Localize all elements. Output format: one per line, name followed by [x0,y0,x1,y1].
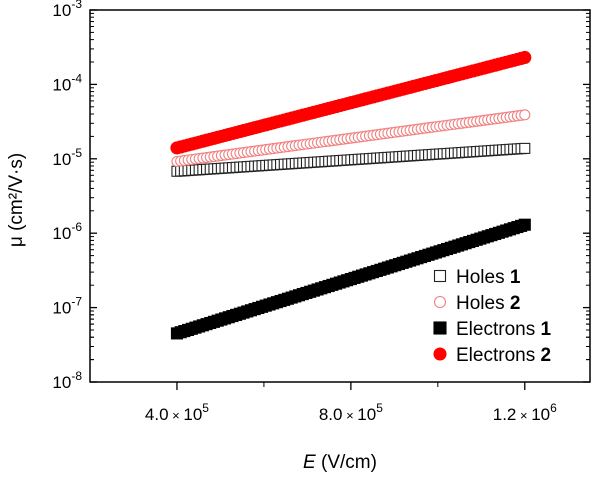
series-layer [170,50,532,340]
legend-entry: Electrons 1 [433,319,551,340]
y-tick-label: 10-5 [52,146,82,169]
y-tick-label-base: 10 [52,150,71,169]
legend-entry: Electrons 2 [433,345,551,366]
x-tick-label-exponent: 5 [202,401,209,415]
x-tick-label-times: × [342,408,357,423]
x-axis-title-symbol: E [303,452,316,473]
legend-entry: Holes 2 [433,293,520,314]
data-point [519,109,531,121]
legend-marker [433,321,447,335]
x-tick-label: 1.2 × 106 [493,401,557,424]
y-axis: 10-310-410-510-610-710-8 [52,0,590,392]
x-tick-label-exponent: 6 [550,401,557,415]
legend-label: Electrons 2 [456,345,551,366]
x-tick-label-mantissa: 8.0 [319,405,343,424]
x-tick-label-times: × [169,408,184,423]
y-tick-label-base: 10 [52,1,71,20]
y-axis-title: μ (cm²/V·s) [6,153,27,247]
data-point [518,50,532,65]
y-tick-label: 10-3 [52,0,82,20]
x-tick-label-times: × [516,408,531,423]
x-tick-label-base: 10 [357,405,376,424]
x-tick-label-mantissa: 1.2 [493,405,517,424]
legend-label-name: Holes [456,267,510,288]
y-tick-label-base: 10 [52,224,71,243]
y-tick-label: 10-4 [52,71,82,94]
x-tick-label-exponent: 5 [376,401,383,415]
legend-label-name: Electrons [456,319,540,340]
legend-label-name: Holes [456,293,510,314]
x-tick-label-mantissa: 4.0 [145,405,169,424]
series-electrons-2 [170,50,532,155]
x-tick-label: 8.0 × 105 [319,401,383,424]
series-holes-2 [171,109,531,168]
legend-label-number: 1 [510,267,521,288]
legend-label: Electrons 1 [456,319,551,340]
y-tick-label-base: 10 [52,373,71,392]
legend-label-number: 2 [540,345,551,366]
legend-entry: Holes 1 [433,267,521,288]
x-axis-title: E (V/cm) [303,452,377,473]
y-tick-label: 10-8 [52,369,82,392]
data-point [518,218,531,231]
y-tick-label: 10-6 [52,220,82,243]
y-tick-label-base: 10 [52,299,71,318]
legend-label-number: 1 [540,319,551,340]
y-tick-label: 10-7 [52,295,82,318]
y-tick-label-exponent: -3 [71,0,82,11]
legend-marker [433,347,447,361]
y-tick-label-exponent: -4 [71,71,82,85]
legend-label: Holes 1 [456,267,521,288]
series-holes-1 [171,142,531,177]
y-tick-label-base: 10 [52,75,71,94]
legend-marker [433,295,447,309]
legend-label-number: 2 [510,293,521,314]
x-tick-label: 4.0 × 105 [145,401,209,424]
data-point [519,142,531,154]
x-axis: 4.0 × 105 8.0 × 105 1.2 × 106 [145,382,557,424]
y-tick-label-exponent: -8 [71,369,82,383]
x-tick-label-base: 10 [531,405,550,424]
y-tick-label-exponent: -7 [71,295,82,309]
x-tick-label-base: 10 [183,405,202,424]
legend-marker [433,269,447,283]
legend-label-name: Electrons [456,345,540,366]
legend-label: Holes 2 [456,293,520,314]
y-tick-label-exponent: -6 [71,220,82,234]
x-axis-title-units: (V/cm) [316,452,377,473]
plot-frame [89,9,591,383]
series-electrons-1 [170,218,531,340]
y-tick-label-exponent: -5 [71,146,82,160]
